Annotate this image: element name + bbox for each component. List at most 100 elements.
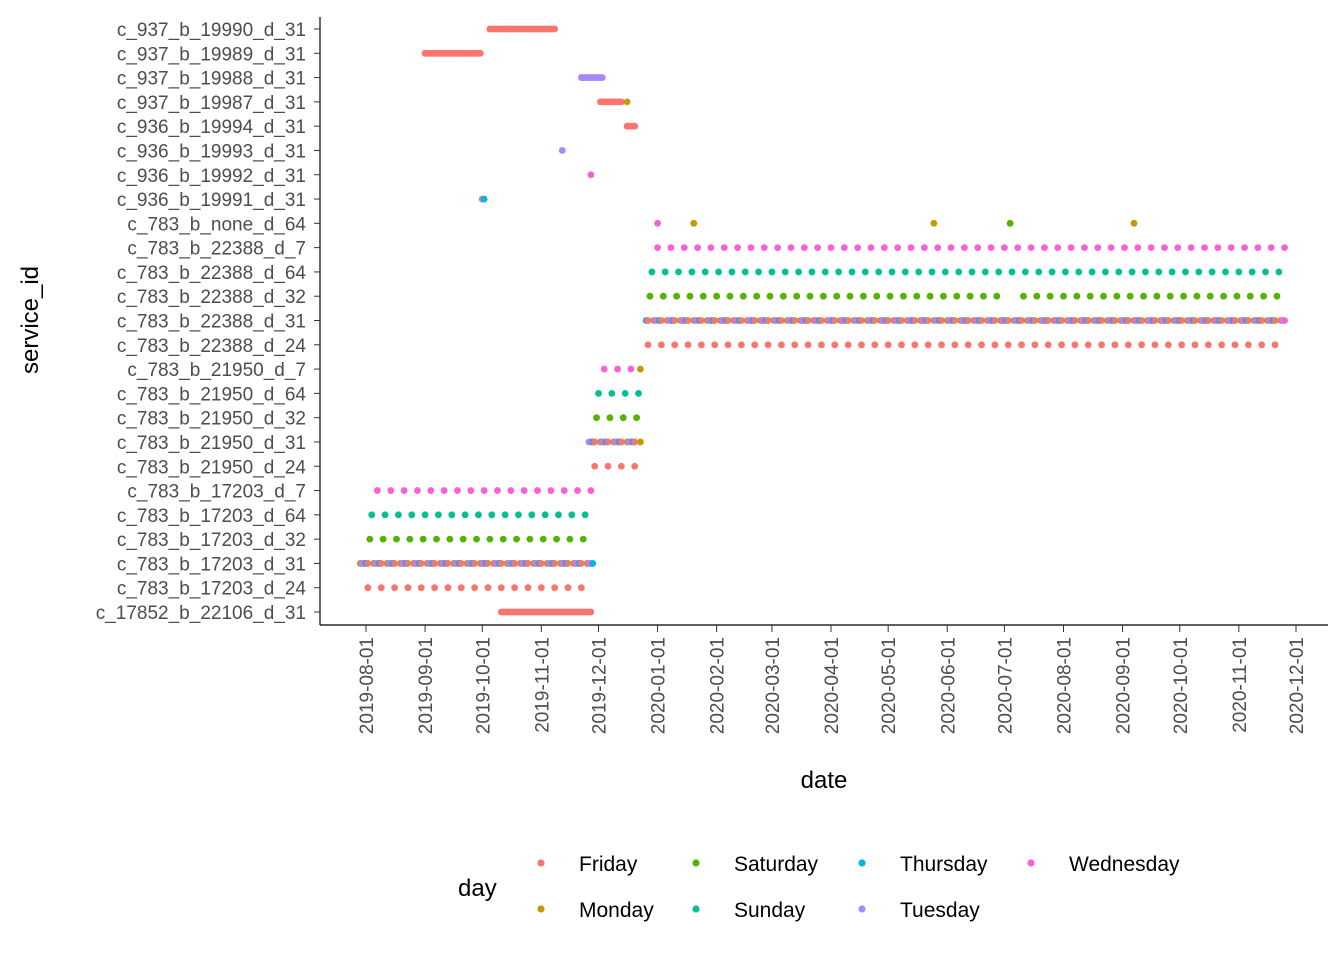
data-point bbox=[581, 511, 589, 519]
data-point bbox=[840, 244, 848, 252]
data-point bbox=[831, 317, 839, 324]
data-point bbox=[667, 244, 675, 252]
data-point bbox=[446, 535, 454, 543]
y-tick-label: c_783_b_17203_d_32 bbox=[117, 530, 306, 551]
legend-item-thursday: Thursday bbox=[858, 853, 988, 876]
data-point bbox=[1008, 268, 1016, 276]
data-point bbox=[534, 487, 541, 494]
data-point bbox=[888, 268, 896, 276]
x-tick-label: 2020-02-01 bbox=[708, 637, 729, 734]
data-point bbox=[1233, 292, 1241, 300]
data-point bbox=[961, 244, 968, 252]
data-point bbox=[934, 244, 942, 252]
data-point bbox=[1260, 292, 1267, 300]
legend-item-sunday: Sunday bbox=[692, 899, 806, 922]
data-point bbox=[1018, 341, 1025, 349]
data-point bbox=[911, 341, 919, 349]
x-tick-label: 2019-09-01 bbox=[416, 637, 437, 734]
data-point bbox=[513, 535, 520, 543]
y-tick-label: c_936_b_19993_d_31 bbox=[117, 141, 306, 162]
data-point bbox=[591, 438, 599, 446]
data-point bbox=[1273, 292, 1281, 300]
data-point bbox=[753, 292, 761, 300]
y-axis-title: service_id bbox=[17, 266, 44, 374]
data-point bbox=[577, 560, 585, 567]
data-point bbox=[391, 560, 398, 567]
data-point bbox=[720, 244, 728, 252]
data-point bbox=[726, 292, 734, 300]
data-point bbox=[1084, 341, 1092, 349]
data-point bbox=[873, 292, 881, 300]
data-point bbox=[858, 317, 865, 324]
y-tick-label: c_936_b_19992_d_31 bbox=[117, 166, 306, 187]
legend-label: Thursday bbox=[900, 853, 988, 876]
data-point bbox=[501, 511, 509, 519]
data-point bbox=[871, 317, 879, 324]
data-point bbox=[558, 147, 566, 154]
y-tick-label: c_936_b_19994_d_31 bbox=[117, 117, 306, 138]
data-point bbox=[1164, 341, 1172, 349]
data-point bbox=[1084, 317, 1092, 324]
data-point bbox=[617, 462, 625, 470]
legend-label: Friday bbox=[579, 853, 638, 876]
legend-label: Saturday bbox=[734, 853, 819, 876]
data-point bbox=[1100, 292, 1107, 300]
legend-key bbox=[692, 905, 700, 913]
data-point bbox=[1115, 268, 1123, 276]
data-point bbox=[406, 535, 414, 543]
data-point bbox=[804, 341, 812, 349]
data-point bbox=[774, 244, 782, 252]
data-point bbox=[617, 98, 625, 106]
data-point bbox=[928, 268, 936, 276]
data-point bbox=[724, 317, 732, 324]
data-point bbox=[551, 584, 559, 592]
data-point bbox=[364, 560, 372, 567]
data-point bbox=[646, 292, 654, 300]
legend-label: Monday bbox=[579, 899, 654, 922]
data-point bbox=[831, 341, 839, 349]
data-point bbox=[701, 268, 709, 276]
data-point bbox=[1191, 341, 1199, 349]
data-point bbox=[1134, 244, 1142, 252]
data-point bbox=[614, 365, 621, 373]
data-point bbox=[414, 487, 421, 494]
data-point bbox=[564, 560, 572, 567]
axes: c_17852_b_22106_d_31 c_783_b_17203_d_24 c_… bbox=[96, 17, 1328, 734]
legend-key bbox=[537, 859, 545, 867]
data-point bbox=[648, 268, 656, 276]
data-point bbox=[818, 341, 825, 349]
x-tick-label: 2020-07-01 bbox=[995, 637, 1016, 734]
data-point bbox=[913, 292, 921, 300]
data-point bbox=[1014, 244, 1022, 252]
data-point bbox=[1241, 244, 1248, 252]
y-tick-label: c_783_b_21950_d_32 bbox=[117, 409, 306, 430]
data-point bbox=[1151, 317, 1159, 324]
data-point bbox=[1204, 317, 1212, 324]
data-point bbox=[1138, 341, 1146, 349]
data-point bbox=[711, 317, 719, 324]
data-point bbox=[467, 487, 475, 494]
x-tick-label: 2020-10-01 bbox=[1171, 637, 1192, 734]
data-point bbox=[444, 584, 452, 592]
data-point bbox=[715, 268, 722, 276]
data-point bbox=[1073, 292, 1081, 300]
y-tick-label: c_783_b_21950_d_31 bbox=[117, 433, 306, 454]
data-point bbox=[671, 317, 679, 324]
data-point bbox=[606, 414, 614, 422]
y-tick-label: c_937_b_19987_d_31 bbox=[117, 93, 306, 114]
x-tick-label: 2020-04-01 bbox=[822, 637, 843, 734]
data-point bbox=[1044, 317, 1052, 324]
data-point bbox=[1281, 244, 1288, 252]
data-point bbox=[408, 511, 416, 519]
y-tick-label: c_17852_b_22106_d_31 bbox=[96, 603, 306, 624]
data-point bbox=[499, 535, 507, 543]
data-point bbox=[818, 317, 825, 324]
data-point bbox=[1218, 341, 1226, 349]
data-point bbox=[459, 535, 467, 543]
data-point bbox=[1271, 341, 1279, 349]
x-tick-label: 2020-01-01 bbox=[649, 637, 670, 734]
data-point bbox=[861, 268, 869, 276]
data-point bbox=[511, 560, 519, 567]
data-point bbox=[661, 268, 669, 276]
data-point bbox=[781, 268, 789, 276]
